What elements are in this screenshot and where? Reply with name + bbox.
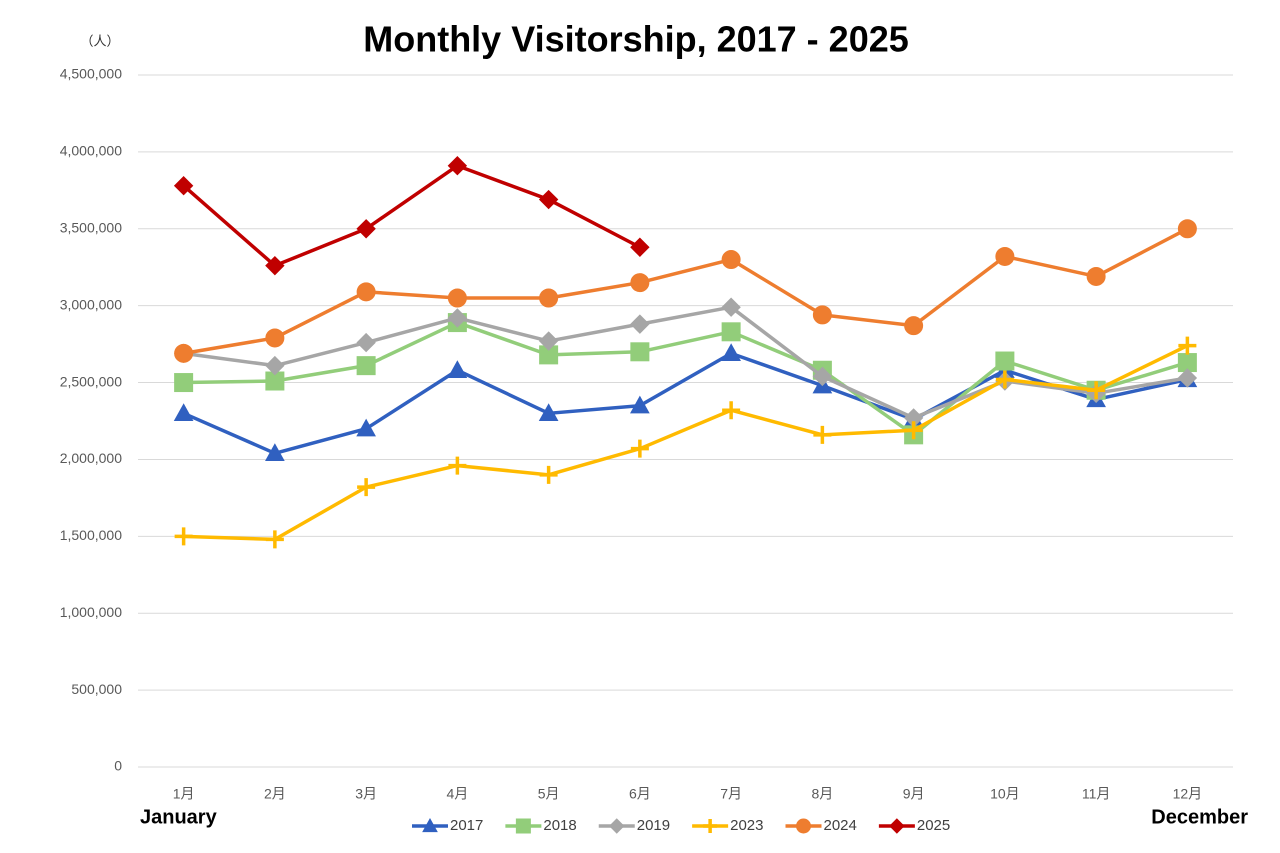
- marker: [609, 818, 625, 834]
- marker: [447, 360, 468, 378]
- y-tick-label: 4,000,000: [60, 143, 122, 159]
- marker: [538, 331, 559, 351]
- marker: [630, 395, 650, 414]
- x-tick-label: 12月: [1173, 786, 1203, 802]
- marker: [630, 439, 649, 458]
- y-tick-label: 2,500,000: [60, 373, 122, 389]
- legend-label: 2025: [917, 817, 950, 834]
- marker: [722, 401, 741, 420]
- marker: [265, 530, 284, 549]
- marker: [721, 322, 741, 342]
- marker: [995, 351, 1015, 371]
- x-tick-label: 2月: [264, 786, 286, 802]
- marker: [174, 343, 194, 363]
- marker: [265, 443, 285, 461]
- x-tick-label: 1月: [173, 786, 195, 802]
- legend-label: 2023: [730, 817, 763, 834]
- marker: [1086, 266, 1106, 286]
- marker: [539, 288, 559, 308]
- marker: [173, 403, 194, 422]
- marker: [356, 282, 376, 302]
- series-line: [183, 320, 1188, 437]
- marker: [173, 176, 194, 196]
- x-end-label: December: [1151, 806, 1248, 828]
- series-line: [182, 351, 1188, 456]
- marker: [630, 237, 650, 257]
- marker: [995, 246, 1015, 266]
- x-tick-label: 10月: [990, 786, 1020, 802]
- series-line: [183, 227, 1189, 356]
- marker: [630, 273, 650, 293]
- marker: [356, 219, 376, 239]
- marker: [174, 527, 193, 546]
- marker: [812, 305, 832, 325]
- x-tick-label: 3月: [355, 786, 377, 802]
- legend-label: 2018: [543, 817, 576, 834]
- marker: [422, 817, 438, 833]
- y-tick-label: 0: [114, 758, 122, 774]
- marker: [539, 465, 558, 484]
- marker: [995, 370, 1014, 389]
- series-line: [183, 305, 1188, 420]
- marker: [356, 332, 376, 353]
- marker: [356, 418, 376, 437]
- x-tick-label: 6月: [629, 786, 651, 802]
- marker: [812, 366, 833, 387]
- y-tick-label: 1,000,000: [60, 604, 122, 620]
- y-tick-label: 3,500,000: [60, 219, 122, 235]
- marker: [1178, 336, 1197, 355]
- marker: [904, 421, 923, 440]
- y-tick-label: 1,500,000: [60, 527, 122, 543]
- y-tick-label: 3,000,000: [60, 296, 122, 312]
- marker: [1177, 368, 1198, 388]
- marker: [538, 189, 559, 210]
- y-tick-label: 2,000,000: [60, 450, 122, 466]
- y-unit: （人）: [80, 33, 119, 48]
- series-line: [182, 163, 641, 268]
- marker: [703, 819, 718, 833]
- marker: [796, 818, 811, 834]
- marker: [630, 314, 650, 334]
- marker: [721, 343, 741, 362]
- y-tick-label: 4,500,000: [60, 66, 122, 82]
- x-tick-label: 5月: [538, 786, 560, 802]
- marker: [265, 328, 285, 348]
- x-tick-label: 11月: [1082, 786, 1111, 802]
- marker: [813, 425, 832, 444]
- series-line: [183, 344, 1189, 542]
- marker: [447, 308, 468, 328]
- x-tick-label: 9月: [903, 786, 925, 802]
- marker: [448, 456, 467, 475]
- marker: [265, 255, 285, 276]
- x-tick-label: 8月: [811, 786, 833, 802]
- marker: [447, 156, 468, 176]
- marker: [265, 355, 285, 376]
- marker: [721, 250, 741, 270]
- x-start-label: January: [140, 806, 218, 828]
- marker: [515, 818, 531, 834]
- marker: [630, 342, 650, 362]
- marker: [356, 356, 376, 376]
- marker: [538, 403, 559, 422]
- legend-label: 2019: [637, 817, 670, 834]
- x-tick-label: 4月: [446, 786, 468, 802]
- marker: [904, 316, 924, 336]
- chart-title: Monthly Visitorship, 2017 - 2025: [363, 19, 909, 60]
- marker: [1087, 381, 1106, 400]
- x-tick-label: 7月: [720, 786, 742, 802]
- marker: [721, 297, 741, 317]
- marker: [447, 288, 467, 308]
- legend-label: 2017: [450, 817, 483, 834]
- legend-label: 2024: [824, 817, 857, 834]
- marker: [1177, 219, 1197, 239]
- y-tick-label: 500,000: [71, 681, 122, 697]
- marker: [889, 818, 905, 834]
- marker: [357, 478, 376, 497]
- marker: [174, 373, 194, 393]
